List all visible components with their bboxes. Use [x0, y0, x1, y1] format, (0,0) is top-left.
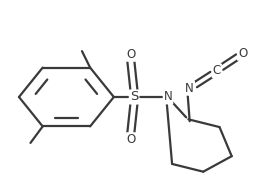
Text: O: O: [126, 48, 135, 61]
Text: O: O: [126, 133, 135, 146]
Text: N: N: [185, 82, 194, 95]
Text: C: C: [213, 64, 221, 77]
Text: N: N: [164, 90, 172, 104]
Text: O: O: [238, 47, 247, 60]
Text: S: S: [130, 90, 138, 104]
